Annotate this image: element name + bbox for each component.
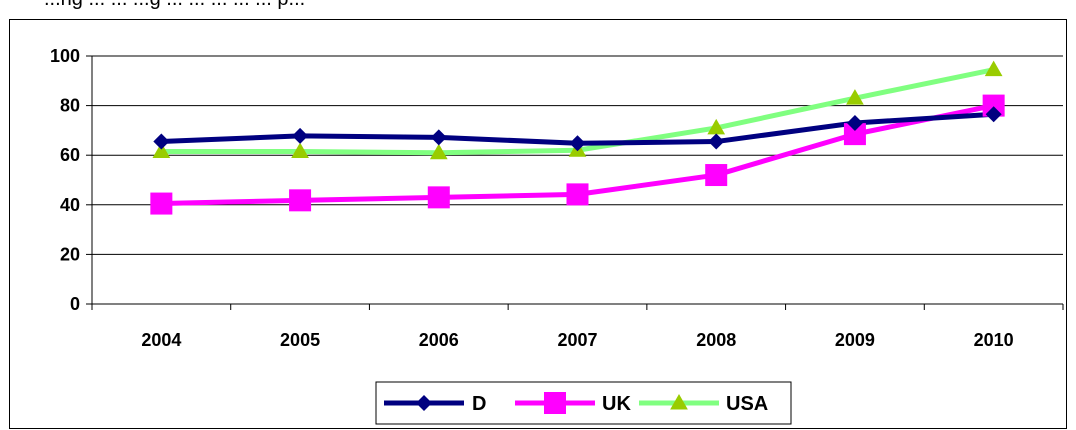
y-tick-label: 100: [50, 46, 80, 66]
data-point-square: [289, 189, 312, 212]
x-tick-label: 2007: [557, 330, 597, 350]
data-point-triangle: [152, 142, 171, 158]
data-point-triangle: [291, 142, 309, 158]
data-point-diamond: [708, 133, 725, 150]
data-point-diamond: [985, 106, 1002, 123]
data-point-diamond: [430, 129, 447, 146]
data-point-triangle: [670, 393, 688, 410]
chart-caption: ...ng ... ... ...g ... ... ... ... ... p…: [44, 0, 305, 11]
data-point-square: [544, 392, 566, 414]
data-point-triangle: [429, 143, 448, 160]
data-point-square: [705, 164, 728, 187]
chart-frame: 0 20 40 60 80 100 2004 2005 2006 2007 2008 2009 2010…: [9, 19, 1067, 429]
x-tick-label: 2006: [419, 330, 459, 350]
data-point-square: [150, 192, 173, 215]
data-point-triangle: [846, 89, 864, 105]
data-point-square: [427, 186, 450, 209]
data-point-diamond: [569, 135, 586, 152]
legend-label: USA: [726, 393, 768, 415]
y-tick-label: 80: [60, 96, 80, 116]
legend-label: D: [472, 393, 486, 415]
x-tick-label: 2005: [280, 330, 320, 350]
x-tick-label: 2004: [141, 330, 181, 350]
data-point-diamond: [153, 133, 170, 150]
y-tick-label: 0: [70, 294, 80, 314]
data-point-square: [982, 94, 1005, 117]
data-point-diamond: [292, 127, 309, 144]
legend-label: UK: [602, 393, 631, 415]
line-chart: 0 20 40 60 80 100 2004 2005 2006 2007 2008 2009 2010…: [50, 46, 1064, 425]
data-point-diamond: [416, 395, 432, 411]
data-point-square: [843, 123, 866, 146]
x-tick-label: 2008: [696, 330, 736, 350]
y-tick-label: 40: [60, 195, 80, 215]
data-point-diamond: [846, 114, 863, 131]
data-point-triangle: [984, 60, 1003, 77]
x-tick-label: 2009: [835, 330, 875, 350]
y-tick-label: 60: [60, 145, 80, 165]
y-tick-label: 20: [60, 244, 80, 264]
data-point-square: [566, 183, 589, 206]
x-tick-label: 2010: [974, 330, 1014, 350]
